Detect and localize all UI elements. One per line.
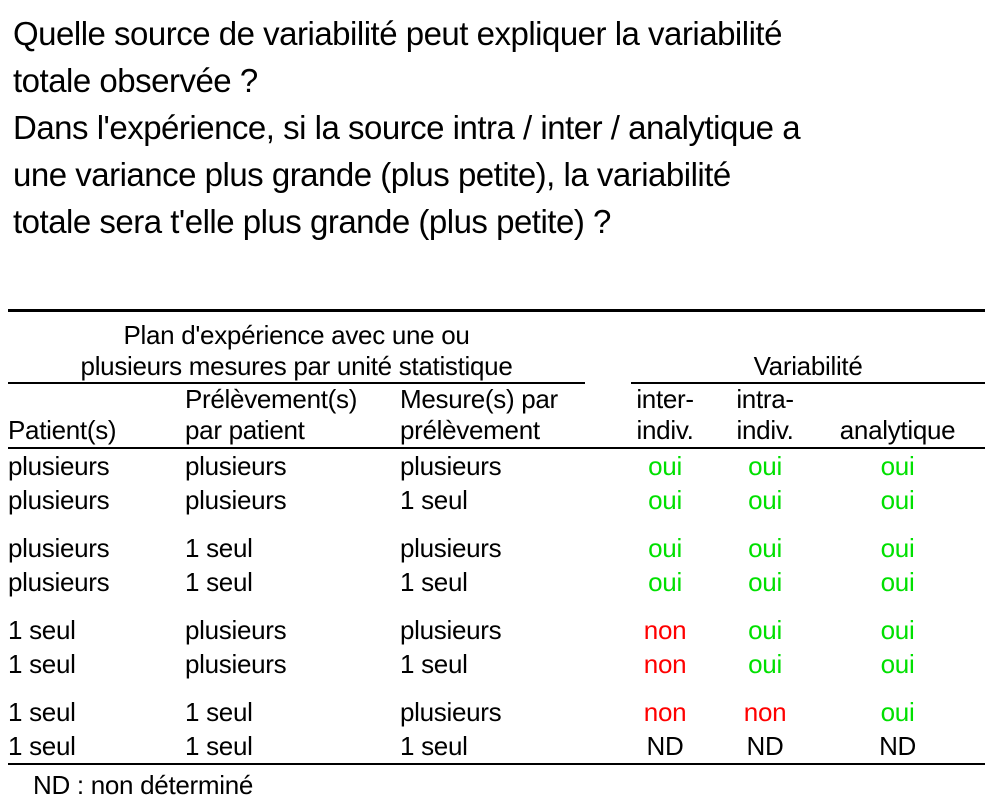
group-header-row: Plan d'expérience avec une ou plusieurs … (8, 311, 986, 384)
design-cell: plusieurs (400, 615, 502, 645)
group-design-line1: Plan d'expérience avec une ou (123, 320, 470, 350)
variability-cell: oui (748, 567, 782, 597)
design-cell: plusieurs (8, 485, 110, 515)
question-line: Quelle source de variabilité peut expliq… (13, 15, 782, 52)
variability-cell: oui (648, 451, 682, 481)
table-body: plusieurs plusieurs plusieurs oui oui oui plus… (8, 448, 985, 764)
design-cell: 1 seul (400, 567, 468, 597)
variability-cell: oui (880, 649, 915, 679)
question-text: Quelle source de variabilité peut expliq… (0, 0, 1000, 245)
variability-cell: oui (648, 485, 682, 515)
col-header-analytique: analytique (810, 384, 986, 449)
column-header-row: Patient(s) Prélèvement(s) par patient Me… (8, 384, 986, 449)
col-header-patients: Patient(s) (8, 384, 185, 449)
group-variability-label: Variabilité (753, 351, 863, 381)
table-row: plusieurs plusieurs 1 seul oui oui oui (8, 483, 985, 517)
col-group-design: Plan d'expérience avec une ou plusieurs … (8, 311, 610, 384)
variability-cell: non (643, 649, 687, 679)
variability-cell: non (743, 697, 787, 727)
variability-cell: oui (648, 533, 682, 563)
table-footnote: ND : non déterminé (33, 770, 254, 800)
variability-table: Plan d'expérience avec une ou plusieurs … (8, 309, 986, 765)
table-row: plusieurs 1 seul plusieurs oui oui oui (8, 517, 985, 565)
variability-cell: non (643, 615, 687, 645)
variability-cell: ND (646, 731, 684, 761)
table-row: 1 seul plusieurs plusieurs non oui oui (8, 599, 985, 647)
col-header-inter-indiv: inter- indiv. (610, 384, 721, 449)
variability-cell: oui (748, 451, 782, 481)
variability-cell: ND (746, 731, 784, 761)
table-row: 1 seul plusieurs 1 seul non oui oui (8, 647, 985, 681)
design-cell: plusieurs (8, 567, 110, 597)
design-cell: 1 seul (8, 731, 76, 761)
question-line: une variance plus grande (plus petite), … (13, 156, 731, 193)
design-cell: 1 seul (8, 697, 76, 727)
design-cell: plusieurs (400, 533, 502, 563)
design-cell: plusieurs (400, 697, 502, 727)
variability-cell: oui (880, 533, 915, 563)
variability-cell: oui (880, 567, 915, 597)
design-cell: 1 seul (185, 731, 253, 761)
col-header-mesures: Mesure(s) par prélèvement (400, 384, 611, 449)
variability-cell: oui (880, 451, 915, 481)
group-design-line2: plusieurs mesures par unité statistique (80, 351, 513, 381)
variability-cell: oui (748, 615, 782, 645)
question-line: Dans l'expérience, si la source intra / … (13, 109, 801, 146)
design-cell: plusieurs (8, 533, 110, 563)
design-cell: plusieurs (8, 451, 110, 481)
design-cell: plusieurs (185, 485, 287, 515)
variability-cell: oui (880, 697, 915, 727)
design-cell: 1 seul (185, 697, 253, 727)
variability-cell: oui (748, 533, 782, 563)
design-cell: 1 seul (8, 649, 76, 679)
design-cell: 1 seul (400, 731, 468, 761)
table-row: plusieurs 1 seul 1 seul oui oui oui (8, 565, 985, 599)
design-cell: 1 seul (185, 567, 253, 597)
design-cell: plusieurs (185, 451, 287, 481)
variability-cell: oui (748, 485, 782, 515)
variability-cell: oui (880, 615, 915, 645)
design-cell: plusieurs (400, 451, 502, 481)
col-header-intra-indiv: intra- indiv. (720, 384, 811, 449)
variability-cell: oui (648, 567, 682, 597)
table-row: 1 seul 1 seul plusieurs non non oui (8, 681, 985, 729)
table-row: plusieurs plusieurs plusieurs oui oui oui (8, 448, 985, 483)
variability-cell: oui (880, 485, 915, 515)
question-line: totale observée ? (13, 62, 258, 99)
variability-cell: non (643, 697, 687, 727)
design-cell: plusieurs (185, 649, 287, 679)
question-line: totale sera t'elle plus grande (plus pet… (13, 203, 611, 240)
col-group-variability: Variabilité (610, 311, 986, 384)
design-cell: plusieurs (185, 615, 287, 645)
design-cell: 1 seul (185, 533, 253, 563)
col-header-prelevements: Prélèvement(s) par patient (185, 384, 400, 449)
table-row: 1 seul 1 seul 1 seul ND ND ND (8, 729, 985, 764)
variability-cell: ND (879, 731, 917, 761)
design-cell: 1 seul (400, 649, 468, 679)
design-cell: 1 seul (400, 485, 468, 515)
design-cell: 1 seul (8, 615, 76, 645)
variability-cell: oui (748, 649, 782, 679)
